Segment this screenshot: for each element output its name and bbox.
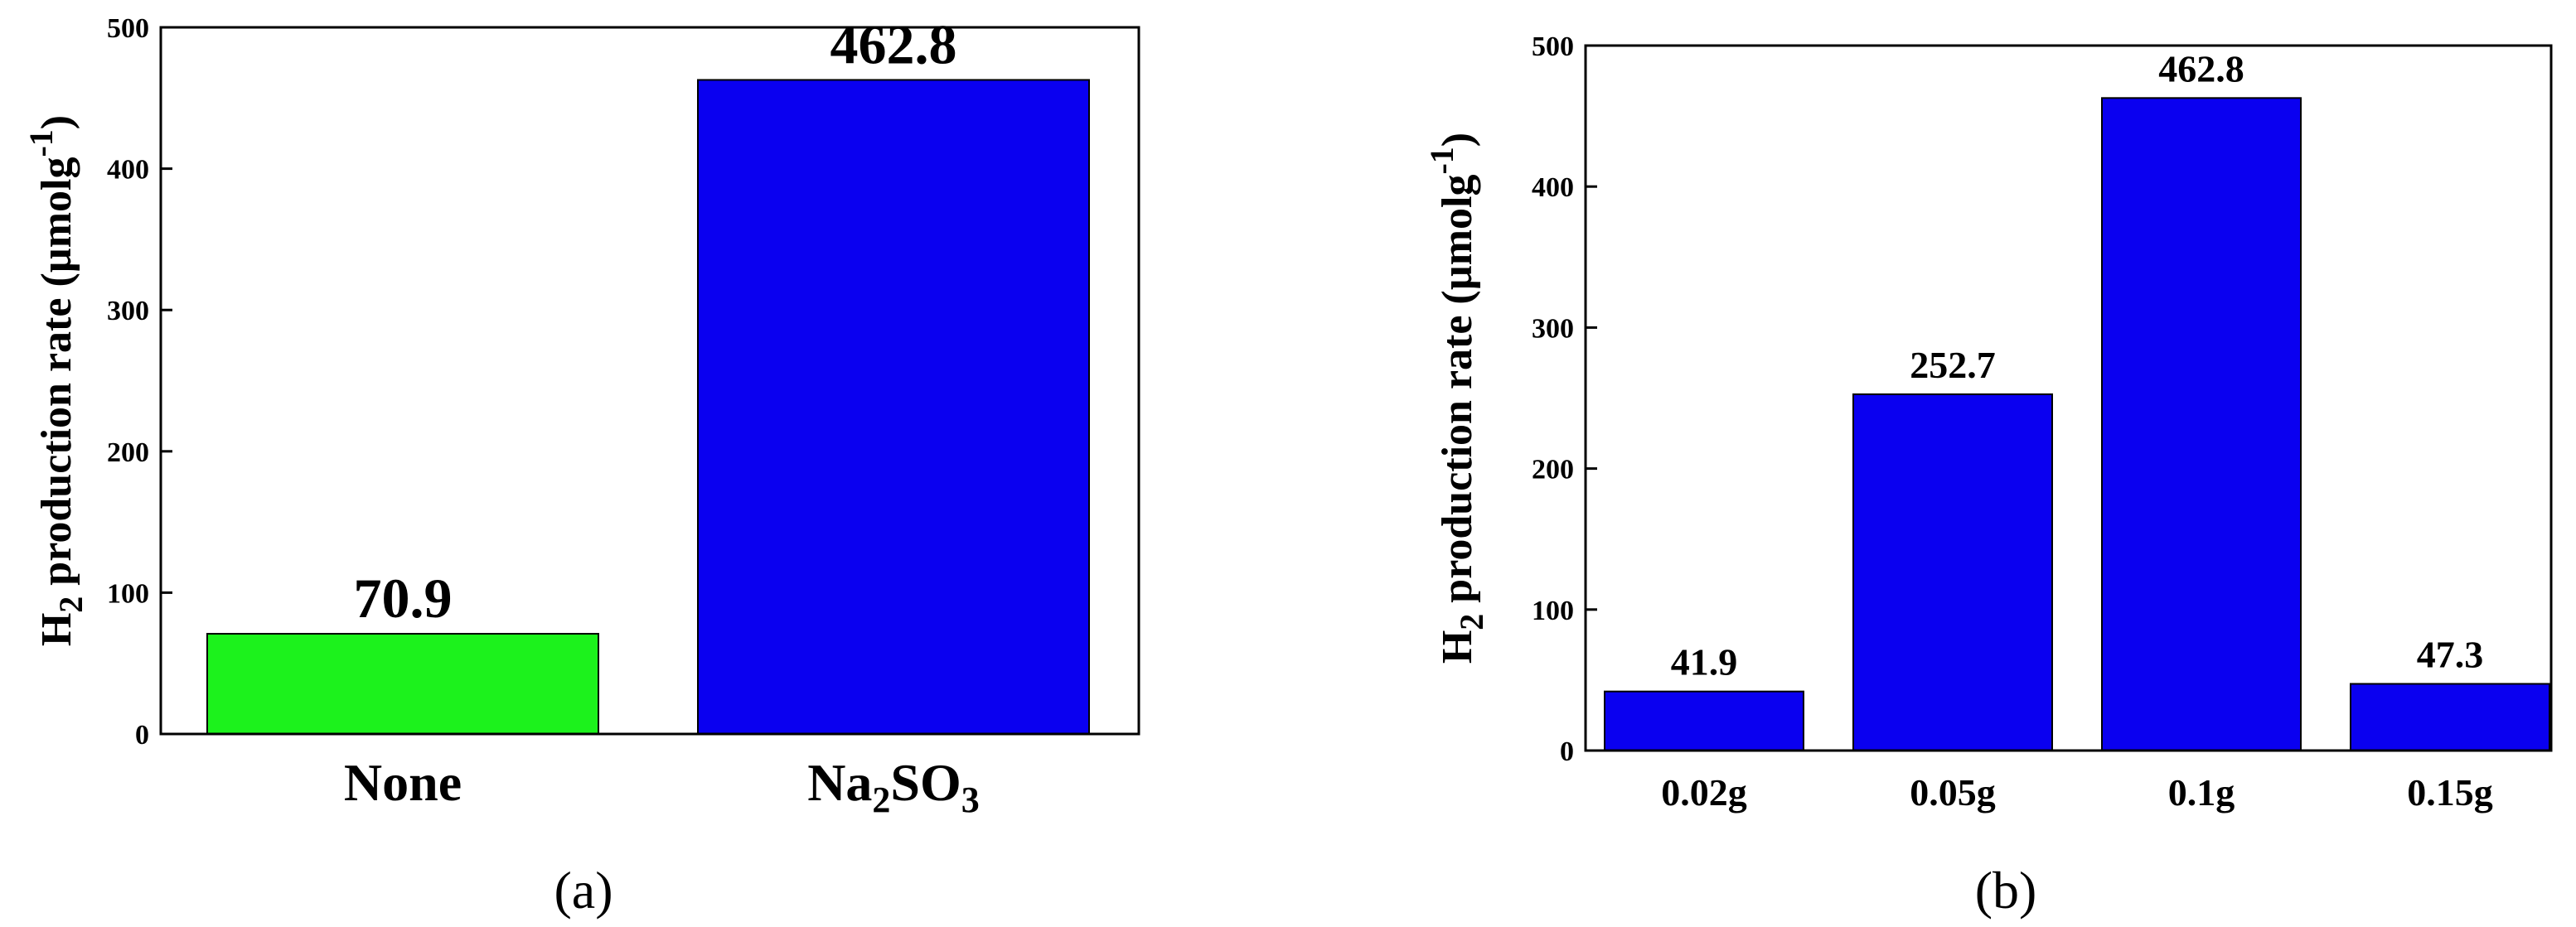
data-label: 462.8	[2158, 47, 2244, 89]
chart-panel-b: 41.9 0.02g 252.7 0.05g 462.8 0.1g 47.3 0.15g 0 10…	[1423, 31, 2553, 920]
plot-frame	[159, 26, 1140, 736]
y-tick-label: 100	[107, 578, 149, 609]
y-tick-label: 300	[1532, 313, 1574, 344]
category-label: 0.15g	[2407, 771, 2493, 814]
bar-0-1g	[2101, 97, 2302, 752]
y-tick-label: 200	[1532, 455, 1574, 485]
y-axis-label: H2 production rate (µmolg-1)	[1423, 133, 1490, 664]
y-tick-label: 200	[107, 437, 149, 468]
category-label: Na2SO3	[807, 753, 980, 820]
bar-0-15g	[2350, 683, 2550, 752]
data-label: 252.7	[1910, 344, 1996, 386]
data-label: 70.9	[354, 567, 453, 630]
data-label: 462.8	[830, 12, 957, 75]
panel-label: (a)	[554, 861, 613, 920]
panel-label: (b)	[1975, 861, 2037, 920]
y-axis-label: H2 production rate (µmolg-1)	[22, 115, 90, 646]
plot-frame	[1584, 44, 2553, 752]
y-tick-label: 500	[1532, 31, 1574, 62]
y-tick-label: 100	[1532, 596, 1574, 626]
y-tick-label: 0	[135, 720, 149, 751]
category-label: 0.1g	[2168, 771, 2235, 814]
bar-na2so3	[697, 79, 1090, 736]
category-label: None	[344, 753, 462, 812]
category-label: 0.02g	[1661, 771, 1747, 814]
y-tick-label: 300	[107, 296, 149, 326]
chart-panel-a: 70.9 None 462.8 Na2SO3 0 100 200 300 400 500 H2 pr…	[22, 12, 1140, 920]
data-label: 41.9	[1671, 641, 1738, 683]
y-tick-label: 500	[107, 13, 149, 44]
y-tick-label: 0	[1560, 736, 1574, 767]
y-tick-label: 400	[107, 155, 149, 186]
bar-none	[206, 633, 599, 736]
y-tick-label: 400	[1532, 172, 1574, 203]
bar-0-02g	[1604, 690, 1804, 752]
data-label: 47.3	[2417, 633, 2484, 675]
bar-0-05g	[1852, 393, 2053, 751]
category-label: 0.05g	[1910, 771, 1996, 814]
